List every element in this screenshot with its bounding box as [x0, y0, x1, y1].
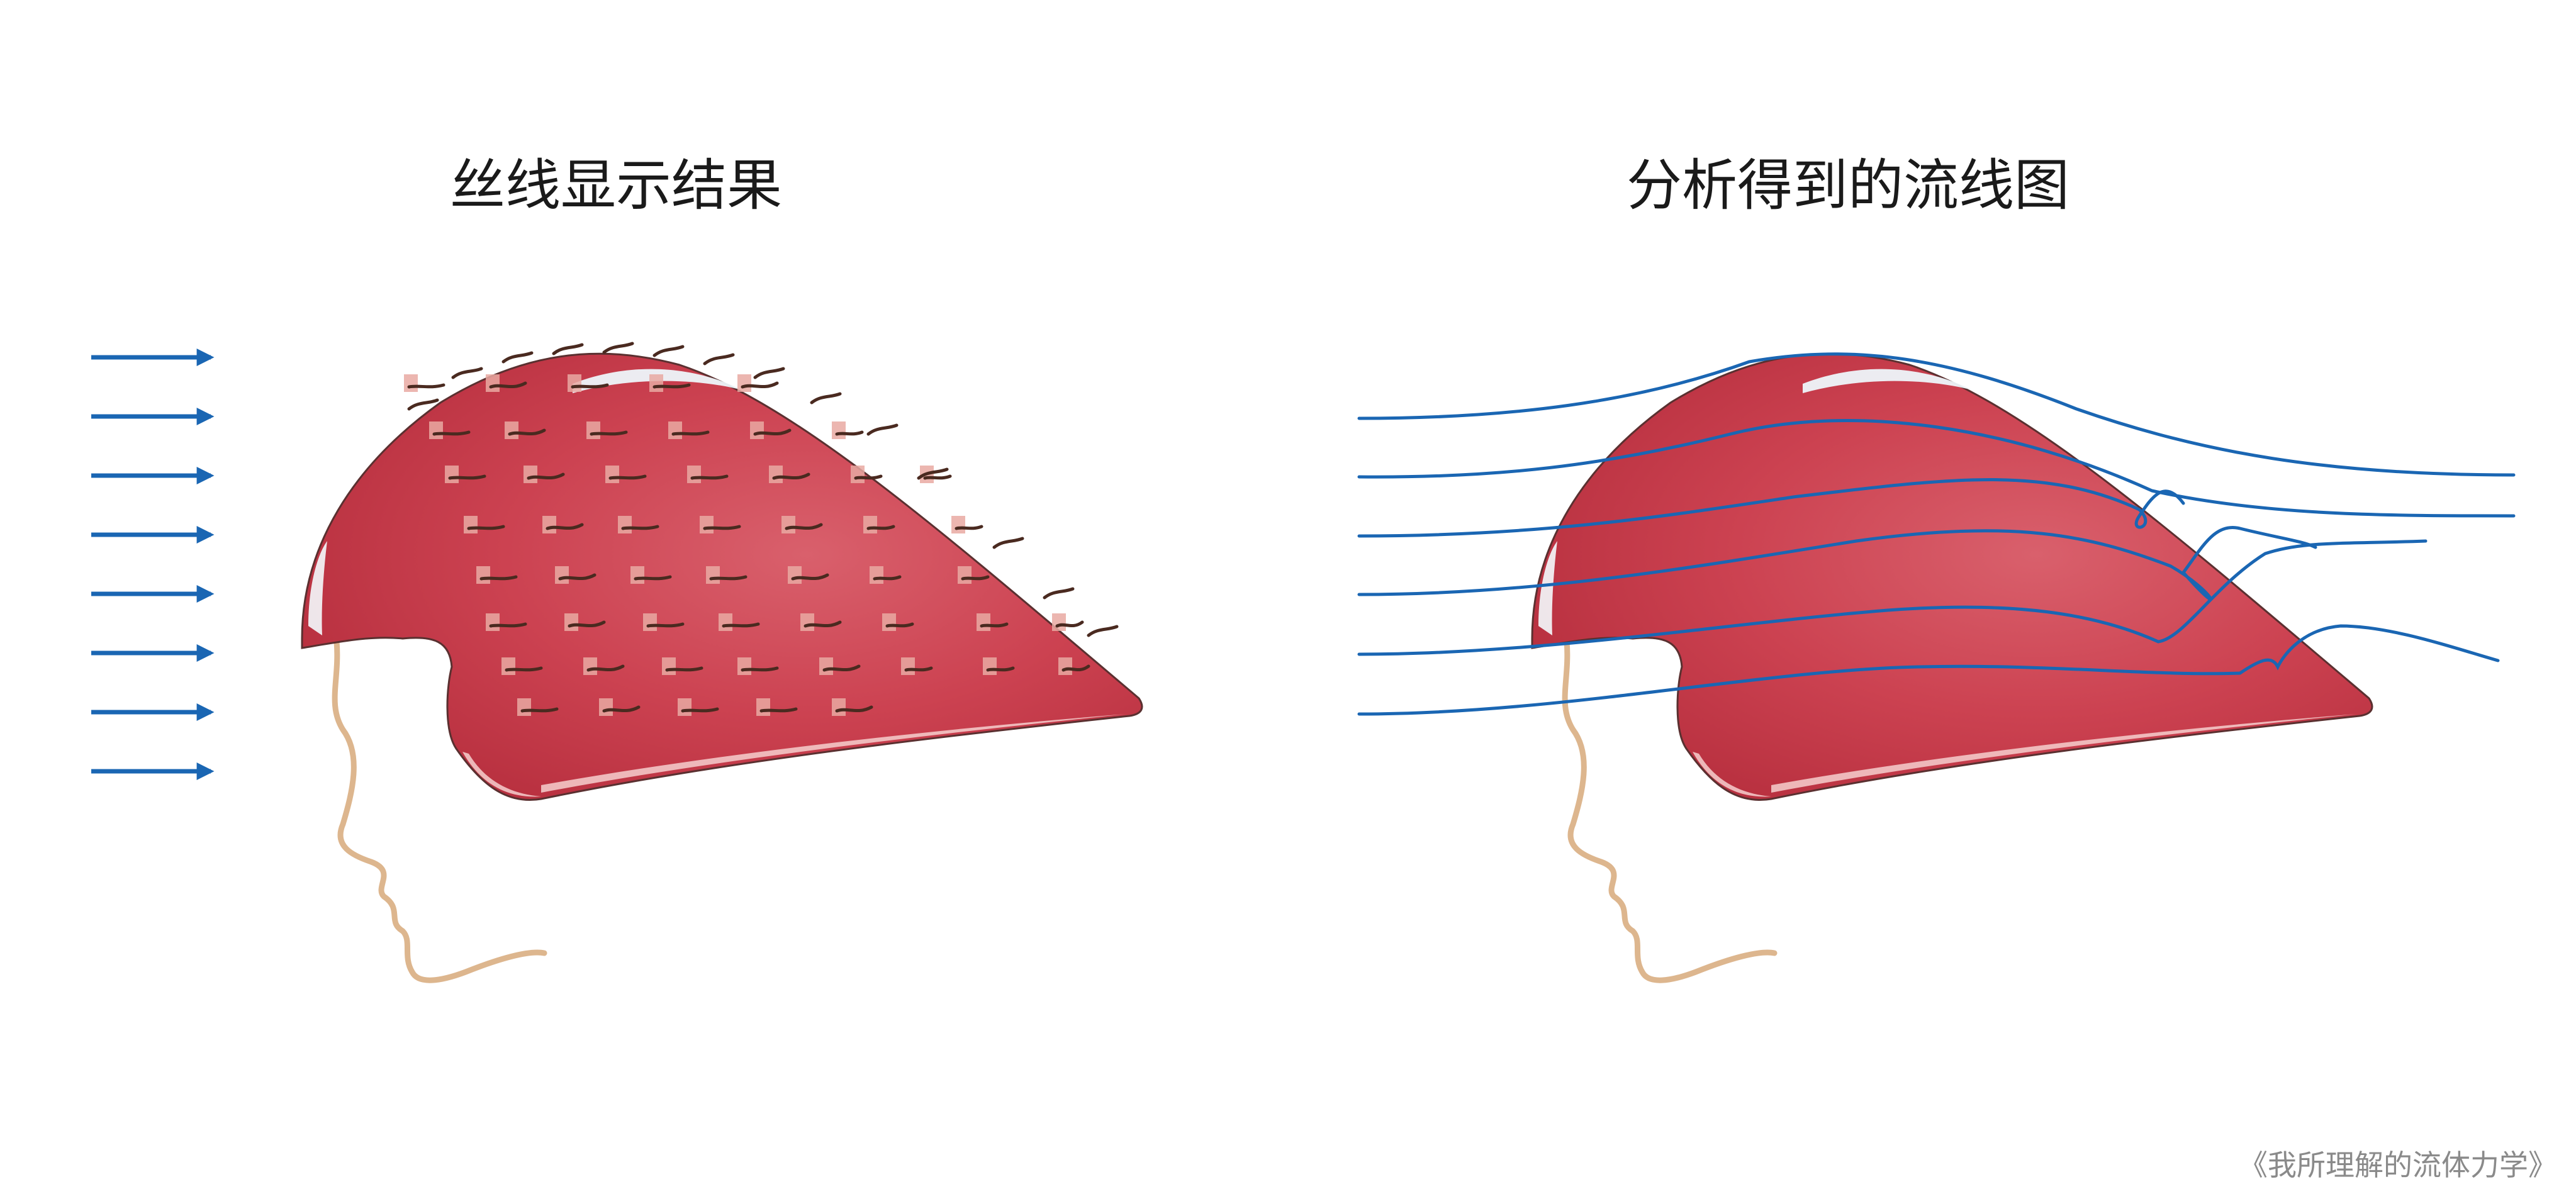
tuft [800, 613, 842, 631]
tuft [1052, 613, 1084, 631]
tuft [445, 466, 486, 483]
streamline [1357, 478, 2185, 538]
tuft [737, 657, 779, 675]
helmet-shape [1531, 352, 2373, 801]
tuft [517, 698, 559, 716]
streamline [1357, 526, 2317, 601]
tuft [501, 657, 543, 675]
tuft [863, 516, 895, 533]
tuft [524, 466, 565, 483]
tuft [568, 374, 609, 392]
tuft [882, 613, 914, 631]
tuft [901, 657, 933, 675]
tuft [810, 392, 842, 405]
tuft [687, 466, 729, 483]
tuft [555, 566, 596, 584]
tuft [678, 698, 719, 716]
tuft [832, 698, 873, 716]
tuft [866, 423, 899, 436]
tuft [788, 566, 829, 584]
source-caption: 《我所理解的流体力学》 [2239, 1148, 2557, 1182]
tuft [992, 537, 1024, 549]
tuft [564, 613, 606, 631]
tuft [832, 421, 864, 439]
left-helmet-group [301, 342, 1143, 980]
tuft [719, 613, 760, 631]
tuft [501, 351, 534, 364]
tuft [505, 421, 546, 439]
tuft [649, 374, 691, 392]
tuft [851, 466, 883, 483]
tuft [700, 516, 741, 533]
streamline [1357, 418, 2516, 518]
tuft [652, 345, 685, 357]
tuft [605, 466, 647, 483]
tuft [552, 343, 584, 355]
tuft [486, 374, 527, 392]
tuft [706, 566, 748, 584]
tuft-grid [404, 342, 1119, 716]
tuft [870, 566, 902, 584]
tuft [769, 466, 810, 483]
tuft [630, 566, 672, 584]
tuft [464, 516, 505, 533]
tuft [599, 698, 641, 716]
tuft [983, 657, 1015, 675]
tuft [753, 367, 785, 379]
tuft [977, 613, 1009, 631]
right-panel-title: 分析得到的流线图 [1627, 153, 2070, 218]
streamline [1357, 624, 2500, 716]
tuft [618, 516, 659, 533]
tuft [951, 516, 983, 533]
tuft [750, 421, 792, 439]
tuft [756, 698, 798, 716]
tuft [668, 421, 710, 439]
tuft [1087, 625, 1119, 637]
tuft [703, 353, 735, 366]
tuft [404, 374, 445, 392]
tuft [586, 421, 628, 439]
tuft [583, 657, 625, 675]
tuft [407, 398, 439, 411]
streamlines [1357, 352, 2516, 716]
tuft [958, 566, 990, 584]
tuft [542, 516, 584, 533]
tuft [602, 342, 634, 354]
streamline [1357, 539, 2428, 656]
left-panel-title: 丝线显示结果 [450, 153, 783, 218]
tuft [486, 613, 527, 631]
streamline [1357, 352, 2516, 477]
tuft [1058, 657, 1090, 675]
tuft [917, 467, 949, 480]
flow-arrows [91, 349, 215, 780]
tuft [476, 566, 518, 584]
tuft [819, 657, 861, 675]
tuft [643, 613, 685, 631]
tuft [451, 367, 483, 379]
tuft [1043, 587, 1075, 600]
tuft [662, 657, 703, 675]
tuft [429, 421, 471, 439]
tuft [737, 374, 779, 392]
tuft [781, 516, 823, 533]
